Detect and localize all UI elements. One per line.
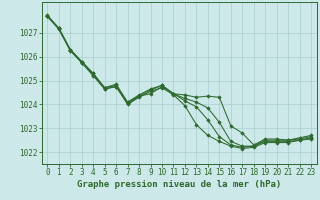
X-axis label: Graphe pression niveau de la mer (hPa): Graphe pression niveau de la mer (hPa) [77,180,281,189]
